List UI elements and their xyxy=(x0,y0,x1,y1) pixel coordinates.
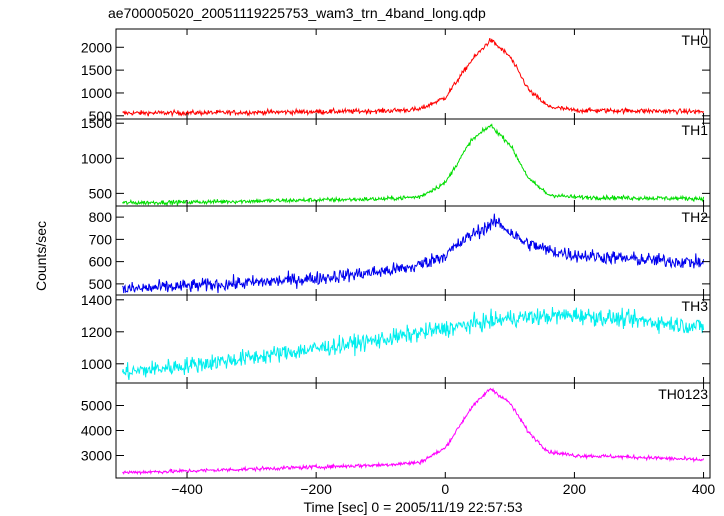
y-tick-label: 800 xyxy=(89,209,113,225)
panel-label: TH0 xyxy=(682,32,709,48)
y-tick-label: 3000 xyxy=(81,448,112,464)
panel-frame xyxy=(115,118,711,207)
y-tick-label: 1000 xyxy=(81,85,112,101)
x-tick-label: 400 xyxy=(692,481,716,497)
panel-frame xyxy=(115,294,711,384)
y-tick-label: 600 xyxy=(89,254,113,270)
panel-label: TH3 xyxy=(682,298,709,314)
x-tick-label: 200 xyxy=(563,481,587,497)
y-tick-label: 1500 xyxy=(81,115,112,131)
x-tick-label: −400 xyxy=(171,481,203,497)
y-tick-label: 1000 xyxy=(81,150,112,166)
y-tick-label: 2000 xyxy=(81,39,112,55)
panel-frame xyxy=(115,382,711,479)
y-tick-label: 1400 xyxy=(81,292,112,308)
series-line-th2 xyxy=(122,213,705,294)
series-line-th1 xyxy=(122,123,705,206)
y-tick-label: 4000 xyxy=(81,423,112,439)
y-tick-label: 1000 xyxy=(81,356,112,372)
series-line-th3 xyxy=(121,307,705,381)
panel-frame xyxy=(115,28,711,120)
panel-th2: 500 600 700 800 TH2 xyxy=(89,205,711,296)
panel-th0: 500 1000 1500 2000 TH0 xyxy=(81,28,711,124)
panel-label: TH0123 xyxy=(658,386,708,402)
panel-th3: 1000 1200 1400 TH3 xyxy=(81,292,711,384)
y-tick-label: 700 xyxy=(89,231,113,247)
panel-label: TH2 xyxy=(682,209,709,225)
panel-label: TH1 xyxy=(682,122,709,138)
chart-title: ae700005020_20051119225753_wam3_trn_4ban… xyxy=(108,5,486,21)
y-tick-label: 500 xyxy=(89,276,113,292)
y-tick-label: 1500 xyxy=(81,62,112,78)
x-axis-label: Time [sec] 0 = 2005/11/19 22:57:53 xyxy=(303,499,522,515)
x-tick-label: −200 xyxy=(300,481,332,497)
y-tick-label: 5000 xyxy=(81,398,112,414)
y-tick-label: 500 xyxy=(89,185,113,201)
series-line-th0 xyxy=(122,37,704,118)
panel-th0123: 3000 4000 5000 TH0123 xyxy=(81,382,711,479)
y-axis-label: Counts/sec xyxy=(33,221,49,291)
y-tick-label: 1200 xyxy=(81,324,112,340)
panel-th1: 500 1000 1500 TH1 xyxy=(81,115,711,207)
y-tick-label: 500 xyxy=(89,108,113,124)
series-line-th0123 xyxy=(122,387,704,476)
x-tick-label: 0 xyxy=(441,481,449,497)
